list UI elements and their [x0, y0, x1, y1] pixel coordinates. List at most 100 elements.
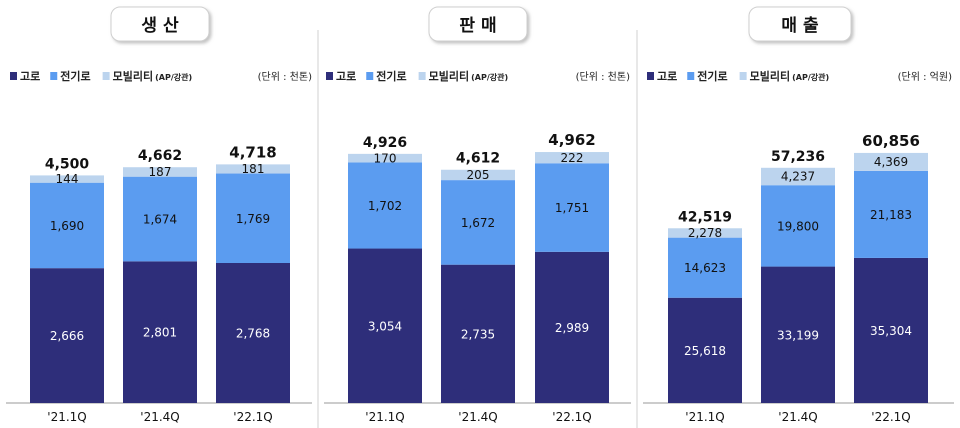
data-label: 205: [467, 168, 490, 182]
data-label: 3,054: [368, 319, 402, 333]
bar-segment: [854, 170, 928, 258]
legend-label: 전기로: [697, 69, 727, 83]
bar-segment: [441, 264, 515, 403]
total-label: 4,718: [229, 143, 276, 161]
unit-label: (단위 : 억원): [898, 70, 952, 83]
total-label: 60,856: [862, 132, 920, 150]
data-label: 144: [56, 172, 79, 186]
unit-label: (단위 : 천톤): [258, 70, 312, 83]
chart-title-box: [110, 6, 210, 42]
legend-label: 고로: [657, 70, 677, 83]
bar-segment: [761, 266, 835, 403]
bar-segment: [123, 176, 197, 262]
x-tick-label: '21.1Q: [47, 410, 86, 424]
legend-label: 고로: [20, 70, 40, 83]
x-tick-label: '22.1Q: [871, 410, 910, 424]
bar-segment: [535, 251, 609, 403]
bar-segment: [348, 162, 422, 249]
data-label: 19,800: [777, 219, 819, 233]
data-label: 2,768: [236, 327, 270, 341]
chart-title: 생 산: [141, 16, 179, 36]
legend-label-suffix: (AP/강관): [155, 72, 192, 82]
bar-segment: [216, 164, 290, 174]
data-label: 1,702: [368, 199, 402, 213]
legend-swatch: [326, 72, 333, 80]
x-tick-label: '22.1Q: [233, 410, 272, 424]
total-label: 4,500: [45, 156, 90, 172]
unit-label: (단위 : 천톤): [576, 70, 630, 83]
legend-label: 모빌리티: [750, 69, 790, 83]
data-label: 14,623: [684, 261, 726, 275]
bar-segment: [668, 237, 742, 298]
data-label: 21,183: [870, 208, 912, 222]
bar-segment: [441, 169, 515, 181]
chart-panel-3: 매 출고로 전기로 모빌리티 (AP/강관) (단위 : 억원) 25,618 14,623…: [643, 6, 954, 424]
data-label: 1,751: [555, 201, 589, 215]
bar-segment: [123, 261, 197, 403]
bar-segment: [854, 257, 928, 403]
legend-swatch: [102, 72, 110, 80]
data-label: 35,304: [870, 324, 912, 338]
legend-label-suffix: (AP/강관): [792, 72, 829, 82]
chart-title-box: [428, 6, 528, 42]
data-label: 181: [242, 162, 265, 176]
bar-segment: [761, 167, 835, 186]
bar-segment: [30, 175, 104, 183]
chart-title: 판 매: [459, 16, 496, 36]
data-label: 2,278: [688, 226, 722, 240]
data-label: 1,690: [50, 219, 84, 233]
data-label: 1,672: [461, 216, 495, 230]
data-label: 187: [149, 165, 172, 179]
bar-segment: [535, 152, 609, 164]
x-tick-label: '21.4Q: [778, 410, 817, 424]
data-label: 2,801: [143, 326, 177, 340]
legend-swatch: [418, 72, 426, 80]
legend-swatch: [366, 72, 374, 80]
x-tick-label: '21.1Q: [365, 410, 404, 424]
chart-panel-2: 판 매고로 전기로 모빌리티 (AP/강관) (단위 : 천톤) 3,054 1,702 17…: [324, 6, 631, 424]
x-tick-label: '21.4Q: [140, 410, 179, 424]
x-tick-label: '21.1Q: [685, 410, 724, 424]
total-label: 4,612: [456, 151, 500, 167]
chart-panel-1: 생 산고로 전기로 모빌리티 (AP/강관) (단위 : 천톤) 2,666 1,690 14…: [6, 6, 312, 424]
data-label: 1,674: [143, 213, 177, 227]
legend-label: 전기로: [376, 69, 406, 83]
data-label: 4,237: [781, 170, 815, 184]
data-label: 1,769: [236, 212, 270, 226]
total-label: 42,519: [678, 209, 732, 225]
bar-segment: [854, 152, 928, 171]
data-label: 2,666: [50, 329, 84, 343]
bar-segment: [441, 180, 515, 265]
legend-swatch: [10, 72, 17, 80]
bar-segment: [668, 228, 742, 238]
bar-segment: [216, 173, 290, 264]
legend-label-suffix: (AP/강관): [471, 72, 508, 82]
bar-segment: [30, 268, 104, 403]
data-label: 25,618: [684, 344, 726, 358]
data-label: 222: [561, 151, 584, 165]
total-label: 57,236: [771, 149, 825, 165]
data-label: 170: [374, 151, 397, 165]
legend-label: 모빌리티: [113, 69, 153, 83]
chart-title-box: [748, 6, 852, 42]
total-label: 4,926: [363, 135, 407, 151]
bar-segment: [348, 248, 422, 403]
x-tick-label: '22.1Q: [552, 410, 591, 424]
total-label: 4,962: [548, 131, 595, 149]
bar-segment: [668, 297, 742, 403]
chart-title: 매 출: [781, 16, 819, 36]
legend-swatch: [647, 72, 654, 80]
bar-segment: [30, 182, 104, 269]
data-label: 4,369: [874, 155, 908, 169]
legend-swatch: [687, 72, 695, 80]
legend-label: 전기로: [60, 69, 90, 83]
bar-segment: [123, 167, 197, 177]
legend-swatch: [50, 72, 58, 80]
bar-segment: [348, 153, 422, 163]
x-tick-label: '21.4Q: [458, 410, 497, 424]
legend-label: 모빌리티: [429, 69, 469, 83]
legend-swatch: [739, 72, 747, 80]
data-label: 2,735: [461, 327, 495, 341]
total-label: 4,662: [138, 148, 182, 164]
